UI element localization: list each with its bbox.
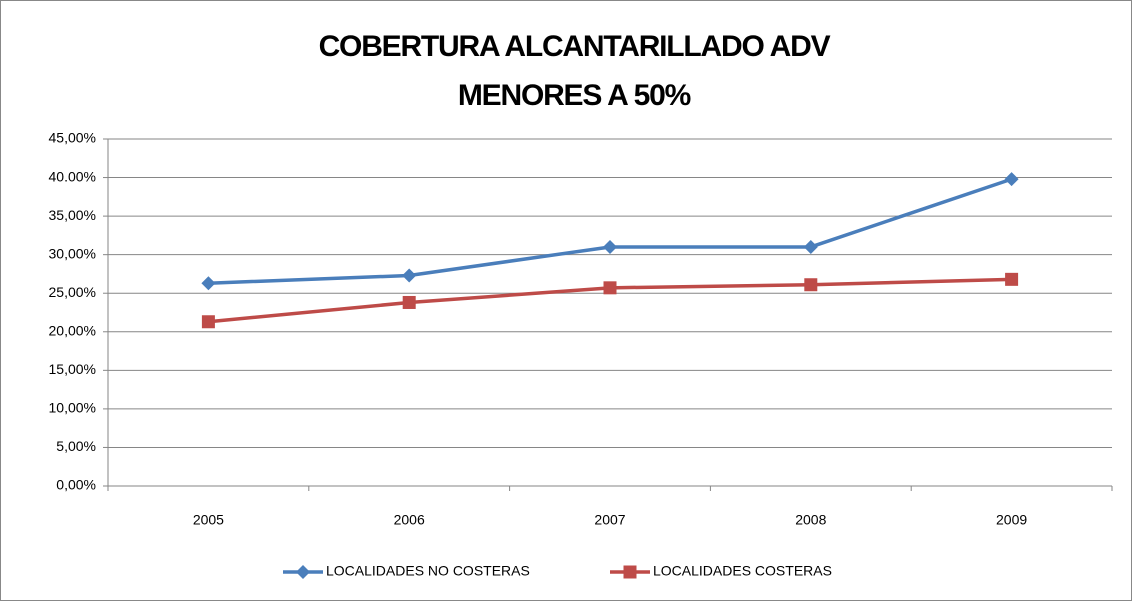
x-tick-label: 2005 [193, 512, 224, 528]
y-tick-label: 30,00% [49, 245, 96, 261]
x-tick-label: 2006 [394, 512, 425, 528]
chart-title: MENORES A 50% [458, 79, 691, 112]
y-tick-label: 35,00% [49, 207, 96, 223]
legend-marker [296, 565, 310, 579]
x-tick-label: 2008 [795, 512, 826, 528]
chart-title: COBERTURA ALCANTARILLADO ADV [319, 30, 831, 63]
marker [803, 239, 818, 254]
marker [804, 278, 818, 292]
legend-label: LOCALIDADES COSTERAS [653, 563, 832, 579]
x-tick-label: 2009 [996, 512, 1027, 528]
marker [603, 281, 617, 295]
marker [402, 295, 416, 309]
y-tick-label: 25,00% [49, 284, 96, 300]
y-tick-label: 15,00% [49, 361, 96, 377]
marker [201, 315, 215, 329]
marker [402, 268, 417, 283]
y-tick-label: 0,00% [56, 477, 96, 493]
y-tick-label: 10,00% [49, 400, 96, 416]
marker [201, 276, 216, 291]
y-tick-label: 5,00% [56, 438, 96, 454]
marker [603, 239, 617, 254]
legend-marker [623, 565, 637, 579]
y-tick-label: 45,00% [49, 130, 96, 146]
y-tick-label: 20,00% [49, 322, 96, 338]
marker [1004, 172, 1019, 187]
x-tick-label: 2007 [594, 512, 625, 528]
legend-label: LOCALIDADES NO COSTERAS [326, 563, 530, 579]
marker [1005, 272, 1019, 286]
y-tick-label: 40.00% [49, 168, 96, 184]
